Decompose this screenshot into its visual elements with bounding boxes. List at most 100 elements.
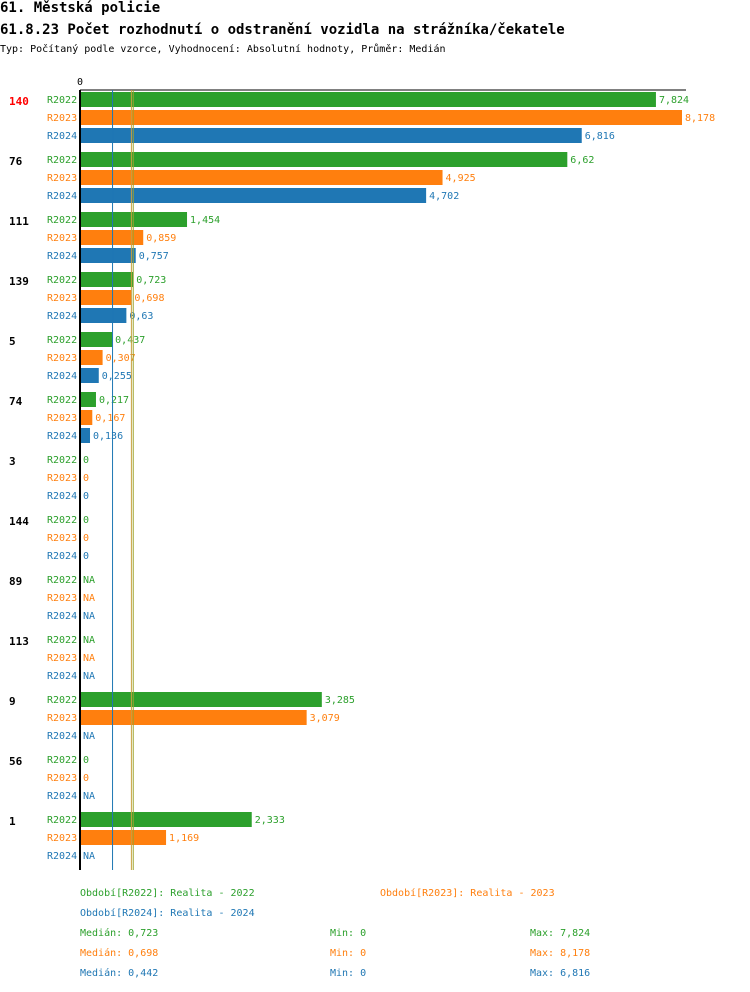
series-label: R2023	[47, 833, 77, 844]
series-label: R2024	[47, 311, 77, 322]
data-label: 0,698	[134, 293, 164, 304]
data-label: NA	[83, 611, 95, 622]
bar	[80, 332, 113, 347]
series-label: R2022	[47, 695, 77, 706]
category-label: 3	[9, 455, 16, 468]
series-label: R2023	[47, 773, 77, 784]
chart-meta: Typ: Počítaný podle vzorce, Vyhodnocení:…	[0, 44, 446, 55]
stat-median-r2023: Medián: 0,698	[80, 948, 159, 959]
category-label: 111	[9, 215, 29, 228]
series-label: R2023	[47, 413, 77, 424]
series-label: R2023	[47, 293, 77, 304]
bar	[80, 290, 132, 305]
bar	[80, 428, 91, 443]
series-label: R2024	[47, 371, 77, 382]
x-tick-label-zero: 0	[77, 77, 83, 88]
series-label: R2022	[47, 575, 77, 586]
series-label: R2024	[47, 671, 77, 682]
bar	[80, 350, 103, 365]
series-label: R2023	[47, 593, 77, 604]
series-label: R2022	[47, 335, 77, 346]
data-label: 0,437	[115, 335, 145, 346]
bar	[80, 248, 136, 263]
data-label: 8,178	[685, 113, 715, 124]
chart-title: 61.8.23 Počet rozhodnutí o odstranění vo…	[0, 22, 565, 38]
data-label: 7,824	[659, 95, 689, 106]
bar	[80, 410, 93, 425]
data-label: NA	[83, 851, 95, 862]
data-label: 0	[83, 455, 89, 466]
series-label: R2023	[47, 533, 77, 544]
data-label: NA	[83, 575, 95, 586]
category-label: 144	[9, 515, 29, 528]
category-label: 76	[9, 155, 23, 168]
bar	[80, 812, 252, 827]
bar	[80, 152, 568, 167]
data-label: 6,62	[570, 155, 594, 166]
category-label: 1	[9, 815, 16, 828]
data-label: 0,307	[106, 353, 136, 364]
data-label: 0	[83, 755, 89, 766]
series-label: R2023	[47, 473, 77, 484]
category-label: 139	[9, 275, 29, 288]
data-label: 4,702	[429, 191, 459, 202]
bar	[80, 170, 443, 185]
data-label: 0,167	[95, 413, 125, 424]
series-label: R2022	[47, 635, 77, 646]
series-label: R2022	[47, 155, 77, 166]
data-label: 0	[83, 515, 89, 526]
data-label: 0,723	[136, 275, 166, 286]
stat-max-r2022: Max: 7,824	[530, 928, 591, 939]
bar	[80, 368, 99, 383]
series-label: R2024	[47, 791, 77, 802]
bar	[80, 110, 682, 125]
bar	[80, 308, 127, 323]
data-label: 0,757	[139, 251, 169, 262]
data-label: 0,217	[99, 395, 129, 406]
data-label: 0	[83, 533, 89, 544]
data-label: NA	[83, 635, 95, 646]
stat-min-r2023: Min: 0	[330, 948, 367, 959]
series-label: R2024	[47, 611, 77, 622]
data-label: 2,333	[255, 815, 285, 826]
data-label: 0,859	[146, 233, 176, 244]
category-label: 5	[9, 335, 16, 348]
series-label: R2023	[47, 653, 77, 664]
category-label: 9	[9, 695, 16, 708]
series-label: R2022	[47, 455, 77, 466]
data-label: 1,454	[190, 215, 220, 226]
data-label: NA	[83, 671, 95, 682]
series-label: R2022	[47, 215, 77, 226]
stat-min-r2022: Min: 0	[330, 928, 367, 939]
data-label: 0	[83, 491, 89, 502]
legend-r2024: Období[R2024]: Realita - 2024	[80, 908, 255, 919]
series-label: R2023	[47, 113, 77, 124]
series-label: R2023	[47, 173, 77, 184]
bar	[80, 710, 307, 725]
stat-median-r2022: Medián: 0,723	[80, 928, 159, 939]
series-label: R2023	[47, 233, 77, 244]
data-label: 3,285	[325, 695, 355, 706]
series-label: R2023	[47, 353, 77, 364]
category-label: 89	[9, 575, 22, 588]
data-label: 0	[83, 773, 89, 784]
category-label: 113	[9, 635, 29, 648]
data-label: 6,816	[585, 131, 615, 142]
series-label: R2022	[47, 755, 77, 766]
bar-chart: 0 140 R2022 7,824 R2023 8,178 R2024 6,816 76 R202…	[9, 77, 715, 870]
bar	[80, 692, 322, 707]
data-label: 0	[83, 551, 89, 562]
series-label: R2022	[47, 515, 77, 526]
data-label: 0,255	[102, 371, 132, 382]
data-label: NA	[83, 731, 95, 742]
bar	[80, 272, 134, 287]
series-label: R2024	[47, 551, 77, 562]
series-label: R2023	[47, 713, 77, 724]
data-label: NA	[83, 653, 95, 664]
series-label: R2022	[47, 815, 77, 826]
data-label: 0	[83, 473, 89, 484]
data-label: 1,169	[169, 833, 199, 844]
series-label: R2024	[47, 251, 77, 262]
bar	[80, 128, 582, 143]
category-label: 74	[9, 395, 23, 408]
